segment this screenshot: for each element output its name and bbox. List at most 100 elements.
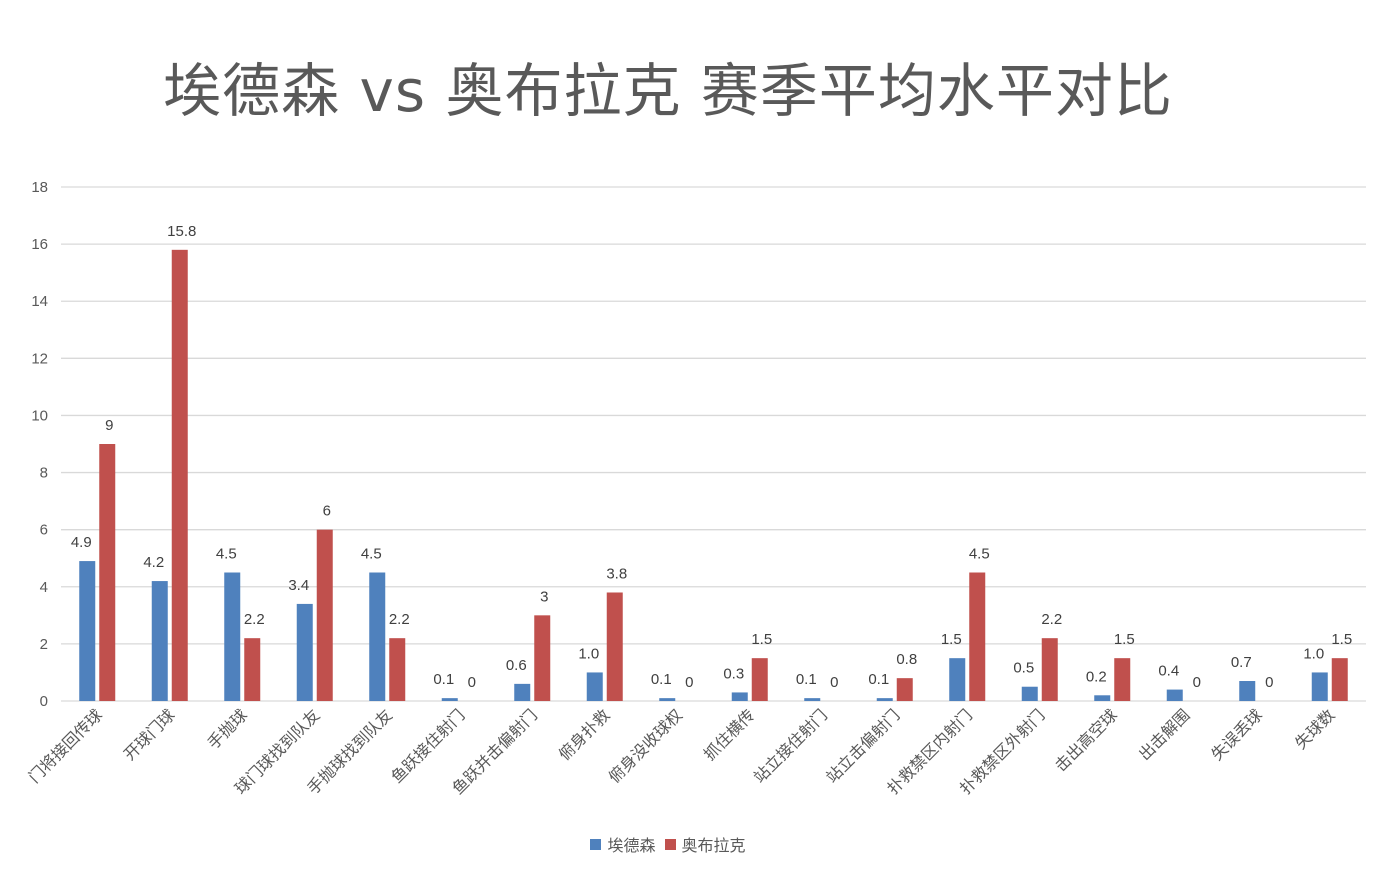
y-tick-label: 8 (40, 465, 48, 482)
data-label: 0.8 (896, 651, 917, 668)
chart-title: 埃德森 vs 奥布拉克 赛季平均水平对比 (163, 57, 1173, 125)
data-label: 0.1 (433, 671, 454, 688)
bar-ederson[interactable] (224, 572, 241, 702)
data-label: 0.1 (868, 671, 889, 688)
data-label: 1.5 (941, 631, 962, 648)
bar-ederson[interactable] (151, 581, 168, 701)
data-label: 0.5 (1013, 660, 1034, 677)
bar-ederson[interactable] (296, 603, 313, 701)
y-tick-label: 16 (31, 236, 48, 253)
data-label: 0.3 (723, 665, 744, 682)
data-label: 1.0 (578, 645, 599, 662)
data-label: 0.4 (1158, 663, 1179, 680)
y-axis: 0 2 4 6 8 10 12 14 16 18 (31, 179, 48, 710)
bar-ederson[interactable] (369, 572, 386, 702)
bar-ederson[interactable] (586, 672, 603, 701)
bar-oblak[interactable] (751, 658, 768, 701)
bar-ederson[interactable] (876, 698, 893, 701)
bar-oblak[interactable] (171, 249, 188, 702)
data-label: 2.2 (1041, 611, 1062, 628)
legend-swatch-blue (590, 838, 602, 850)
y-tick-label: 10 (31, 407, 48, 424)
data-label: 3.4 (288, 577, 309, 594)
legend-label: 奥布拉克 (681, 836, 746, 855)
bar-oblak[interactable] (534, 615, 551, 701)
data-label: 1.0 (1303, 645, 1324, 662)
x-category-label: 门将接回传球 (25, 705, 106, 786)
x-category-label: 手抛球 (204, 705, 251, 752)
data-label: 4.5 (216, 546, 237, 563)
data-label: 4.5 (361, 546, 382, 563)
data-label: 1.5 (1331, 631, 1352, 648)
bar-ederson[interactable] (804, 698, 821, 701)
data-label: 4.2 (143, 554, 164, 571)
x-category-label: 站立接住射门 (750, 705, 831, 786)
bar-ederson[interactable] (731, 692, 748, 701)
x-category-label: 俯身没收球权 (605, 705, 686, 786)
bar-ederson[interactable] (514, 683, 531, 701)
bar-oblak[interactable] (99, 444, 116, 701)
bar-ederson[interactable] (79, 561, 96, 701)
legend-label: 埃德森 (607, 836, 656, 855)
x-category-label: 抓住横传 (700, 705, 759, 764)
bar-oblak[interactable] (1041, 638, 1058, 701)
y-tick-label: 14 (31, 293, 48, 310)
data-label: 3.8 (606, 565, 627, 582)
data-label: 1.5 (1114, 631, 1135, 648)
legend: 埃德森 奥布拉克 (0, 832, 1336, 856)
x-category-label: 击出高空球 (1051, 705, 1121, 775)
x-category-label: 站立击偏射门 (822, 705, 903, 786)
x-axis: 门将接回传球 开球门球 手抛球球门球找到队友手抛球找到队友鱼跃接住射门鱼跃并击偏射门… (25, 705, 1339, 798)
bar-oblak[interactable] (1114, 658, 1131, 701)
data-label: 0 (685, 674, 693, 691)
bar-ederson[interactable] (1094, 695, 1111, 701)
y-tick-label: 2 (40, 636, 48, 653)
data-label: 3 (540, 588, 548, 605)
y-tick-label: 18 (31, 179, 48, 196)
bar-ederson[interactable] (441, 698, 458, 701)
data-label: 0.2 (1086, 668, 1107, 685)
bar-ederson[interactable] (1021, 686, 1038, 701)
data-label: 6 (323, 503, 331, 520)
bar-ederson[interactable] (1166, 689, 1183, 701)
bar-oblak[interactable] (896, 678, 913, 701)
x-category-label: 失球数 (1291, 705, 1338, 752)
bar-ederson[interactable] (949, 658, 966, 701)
data-label: 9 (105, 417, 113, 434)
data-label: 0.6 (506, 657, 527, 674)
legend-swatch-red (664, 838, 676, 850)
data-label: 1.5 (751, 631, 772, 648)
bar-oblak[interactable] (969, 572, 986, 702)
data-label: 2.2 (389, 611, 410, 628)
y-tick-label: 4 (40, 579, 48, 596)
legend-item-ederson[interactable]: 埃德森 (590, 832, 655, 856)
bar-oblak[interactable] (316, 529, 333, 701)
data-label: 4.9 (71, 534, 92, 551)
x-category-label: 出击解围 (1135, 705, 1194, 764)
data-label: 15.8 (167, 223, 196, 240)
bar-ederson[interactable] (1239, 681, 1256, 701)
data-label: 0 (1265, 674, 1273, 691)
bars (79, 249, 1348, 702)
bar-oblak[interactable] (389, 638, 406, 701)
bar-oblak[interactable] (1331, 658, 1348, 701)
x-category-label: 开球门球 (120, 705, 179, 764)
data-label: 0 (1193, 674, 1201, 691)
data-label: 0.1 (651, 671, 672, 688)
y-tick-label: 0 (40, 693, 48, 710)
x-category-label: 俯身扑救 (555, 705, 614, 764)
legend-item-oblak[interactable]: 奥布拉克 (664, 832, 746, 856)
data-label: 2.2 (244, 611, 265, 628)
bar-oblak[interactable] (606, 592, 623, 701)
y-tick-label: 6 (40, 522, 48, 539)
data-label: 4.5 (969, 546, 990, 563)
bar-ederson[interactable] (659, 698, 676, 701)
data-label: 0 (468, 674, 476, 691)
bar-ederson[interactable] (1311, 672, 1328, 701)
bar-oblak[interactable] (244, 638, 261, 701)
y-tick-label: 12 (31, 350, 48, 367)
data-label: 0.1 (796, 671, 817, 688)
data-labels: 4.9 9 4.2 15.8 4.5 2.2 3.4 6 4.5 2.2 0.1 0 0.6 3 1.0 3.… (71, 223, 1352, 691)
x-category-label: 鱼跃接住射门 (387, 705, 468, 786)
